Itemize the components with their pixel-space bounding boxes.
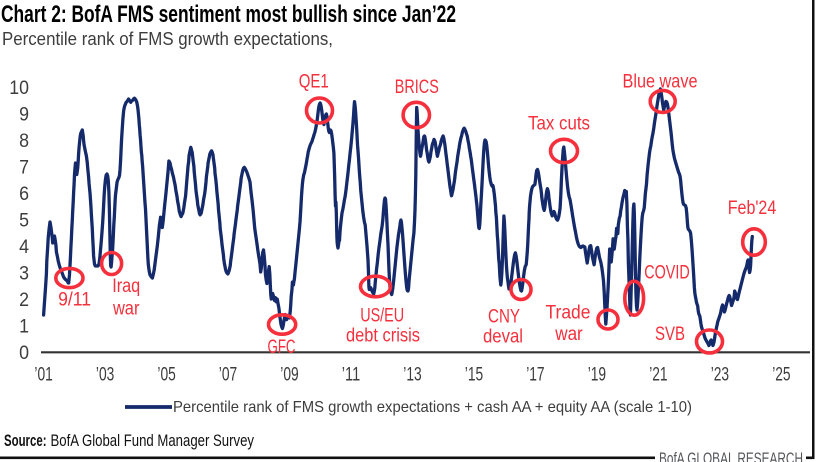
svg-text:deval: deval xyxy=(483,327,523,348)
svg-text:’05: ’05 xyxy=(157,365,175,386)
svg-text:Chart 2: BofA FMS sentiment mo: Chart 2: BofA FMS sentiment most bullish… xyxy=(1,1,456,28)
svg-text:BofA GLOBAL RESEARCH: BofA GLOBAL RESEARCH xyxy=(659,449,803,462)
svg-text:GFC: GFC xyxy=(268,337,296,358)
svg-text:Percentile rank of FMS growth: Percentile rank of FMS growth expectatio… xyxy=(173,399,692,416)
svg-text:CNY: CNY xyxy=(488,307,520,328)
svg-text:7: 7 xyxy=(19,157,29,178)
svg-text:Trade: Trade xyxy=(546,303,591,324)
svg-text:5: 5 xyxy=(19,210,29,231)
svg-text:US/EU: US/EU xyxy=(360,306,404,327)
svg-text:war: war xyxy=(112,299,140,320)
svg-text:Source:BofA Global Fund Manage: Source: BofA Global Fund Manager Survey xyxy=(4,431,254,450)
svg-text:Percentile rank of FMS growth: Percentile rank of FMS growth expectatio… xyxy=(2,29,333,49)
svg-text:’07: ’07 xyxy=(219,365,237,386)
svg-text:’25: ’25 xyxy=(772,365,790,386)
svg-text:’21: ’21 xyxy=(649,365,667,386)
svg-text:4: 4 xyxy=(19,237,29,258)
svg-text:QE1: QE1 xyxy=(299,71,329,92)
svg-text:2: 2 xyxy=(19,290,29,311)
svg-text:’03: ’03 xyxy=(96,365,114,386)
svg-text:’13: ’13 xyxy=(403,365,421,386)
svg-text:’01: ’01 xyxy=(34,365,52,386)
svg-text:3: 3 xyxy=(19,263,29,284)
svg-text:’23: ’23 xyxy=(711,365,729,386)
svg-text:6: 6 xyxy=(19,184,29,205)
svg-text:’09: ’09 xyxy=(280,365,298,386)
svg-text:war: war xyxy=(554,324,583,345)
svg-text:SVB: SVB xyxy=(655,324,685,345)
svg-text:BRICS: BRICS xyxy=(395,77,439,98)
svg-text:COVID: COVID xyxy=(644,263,690,284)
svg-text:debt crisis: debt crisis xyxy=(346,326,420,347)
svg-text:Blue wave: Blue wave xyxy=(623,71,698,92)
svg-text:Feb'24: Feb'24 xyxy=(728,198,777,219)
svg-text:Iraq: Iraq xyxy=(112,276,140,297)
svg-text:’19: ’19 xyxy=(588,365,606,386)
svg-text:9/11: 9/11 xyxy=(58,289,91,310)
svg-text:8: 8 xyxy=(19,131,29,152)
svg-text:’11: ’11 xyxy=(342,365,360,386)
svg-text:10: 10 xyxy=(9,78,29,99)
svg-text:1: 1 xyxy=(19,316,29,337)
svg-text:’15: ’15 xyxy=(465,365,483,386)
svg-text:9: 9 xyxy=(19,104,29,125)
svg-text:Tax cuts: Tax cuts xyxy=(528,114,590,135)
svg-text:’17: ’17 xyxy=(526,365,544,386)
svg-text:0: 0 xyxy=(19,343,29,364)
